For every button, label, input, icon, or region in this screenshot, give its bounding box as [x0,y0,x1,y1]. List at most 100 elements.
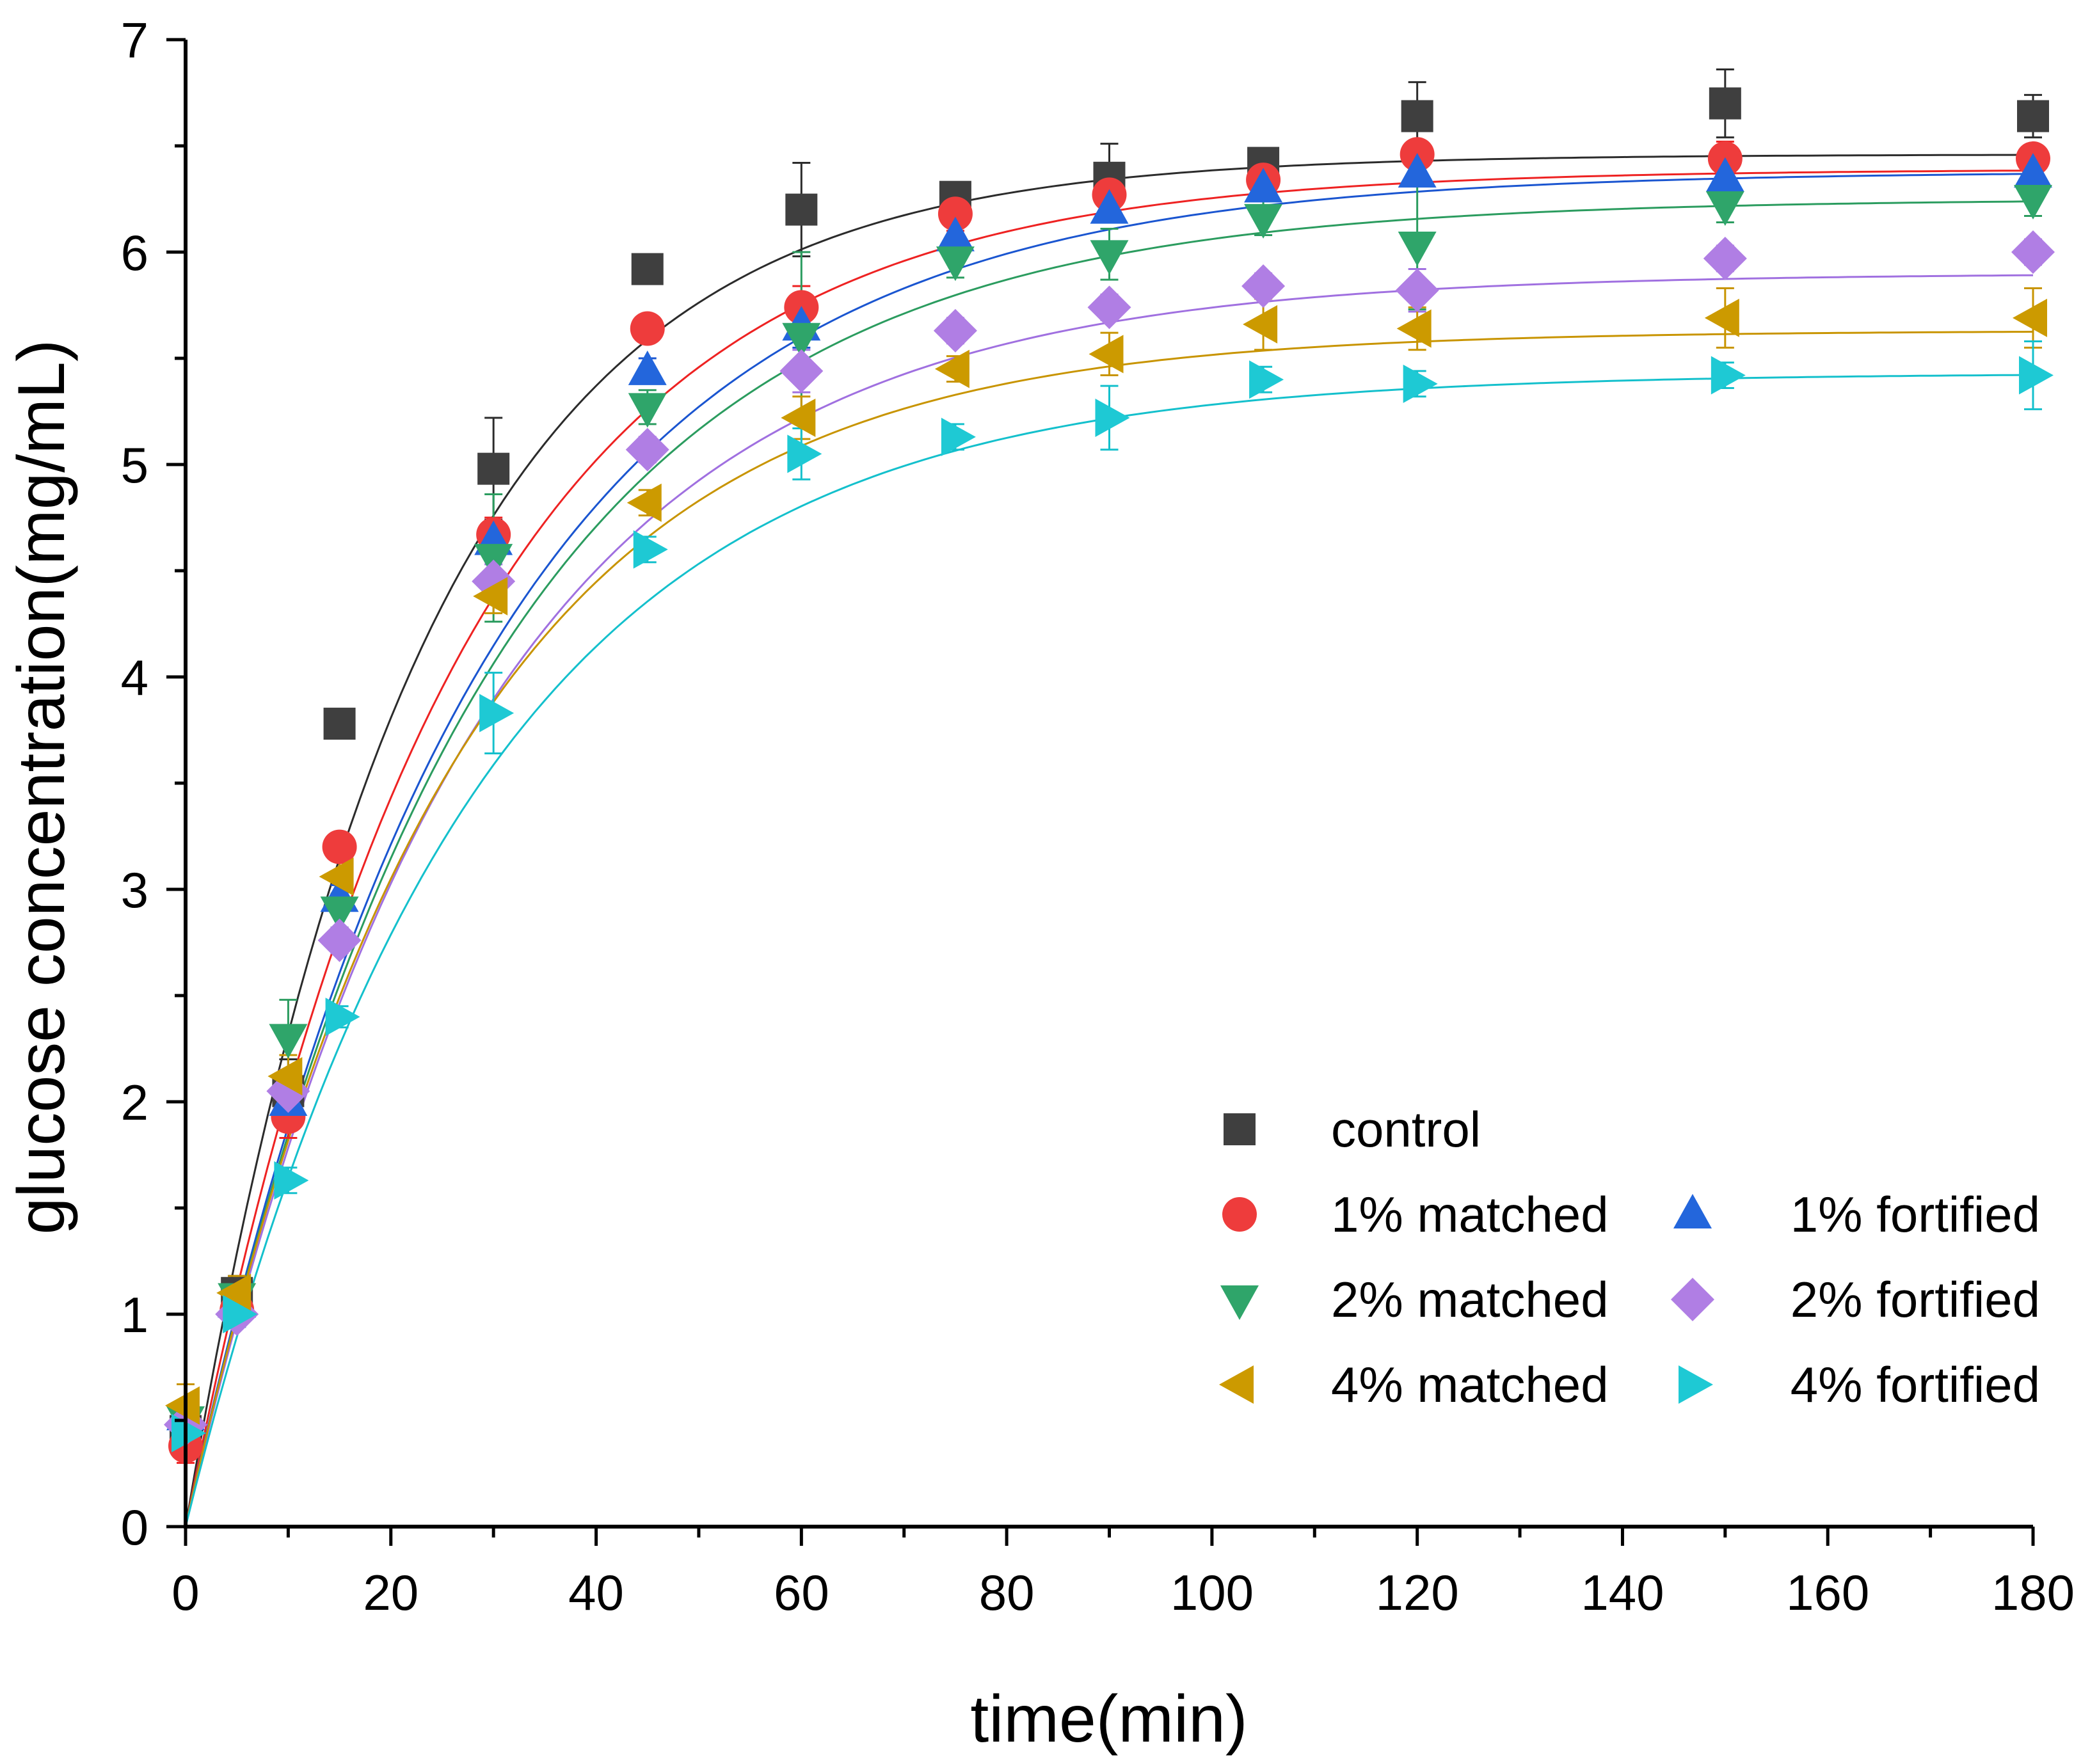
fit-curve-1pct-fortified [184,173,2034,1527]
data-point [933,308,977,353]
data-point [781,398,816,437]
data-point [630,311,665,346]
data-point [2014,185,2052,219]
data-point [1709,87,1741,120]
y-tick-label: 4 [121,649,148,706]
x-tick-label: 0 [172,1564,199,1621]
legend-marker-4pct-matched [1219,1365,1254,1404]
legend-marker-1pct-matched [1222,1197,1257,1232]
legend-label: 1% matched [1331,1186,1609,1243]
data-point [1243,305,1278,344]
data-point [1705,191,1744,226]
axes: 0 20 40 60 80 100 120 140 160 180 0 1 2 3 4 5 6 7 [121,12,2075,1621]
data-point [1244,203,1283,239]
data-point [1703,236,1747,280]
data-point [172,1413,206,1452]
legend-label: 4% matched [1331,1356,1609,1413]
data-point [1711,356,1746,395]
data-point [323,708,356,740]
data-point [473,576,508,616]
data-point [934,349,969,388]
data-point [937,196,973,232]
data-point [1090,240,1129,275]
x-tick-label: 140 [1581,1564,1664,1621]
legend-marker-2pct-fortified [1671,1278,1714,1321]
x-tick-label: 60 [774,1564,829,1621]
data-point [936,216,975,251]
data-point [1705,157,1744,192]
legend-label: 1% fortified [1791,1186,2040,1243]
data-point [626,483,662,522]
x-tick-label: 80 [979,1564,1035,1621]
y-tick-label: 0 [121,1499,148,1555]
data-point [628,350,667,385]
x-tick-label: 120 [1376,1564,1459,1621]
data-point [267,1057,303,1096]
data-point [1403,364,1438,403]
y-tick-label: 3 [121,862,148,918]
data-point [1241,264,1286,308]
data-point [936,246,975,282]
y-tick-label: 5 [121,437,148,493]
data-point [319,857,354,896]
data-point [320,896,359,932]
legend-label: control [1331,1101,1481,1157]
data-point [1087,285,1131,330]
data-point [787,434,822,473]
data-point [2011,230,2055,274]
data-point [625,427,669,472]
x-tick-label: 20 [363,1564,419,1621]
data-point [2019,356,2054,395]
legend-marker-control [1224,1113,1256,1145]
series-4pct-fortified [172,356,2054,1452]
data-point [274,1161,309,1200]
legend-label: 2% matched [1331,1271,1609,1328]
data-point [1249,360,1284,399]
data-point [1398,153,1437,188]
data-point [1401,100,1433,132]
data-point [782,322,821,358]
data-point [2013,298,2047,337]
x-tick-label: 160 [1786,1564,1869,1621]
x-tick-label: 40 [568,1564,624,1621]
legend-label: 2% fortified [1791,1271,2040,1328]
legend-marker-1pct-fortified [1673,1194,1712,1228]
data-point [2017,100,2049,132]
data-point [631,253,664,285]
legend-label: 4% fortified [1791,1356,2040,1413]
y-axis-title: glucose concentration(mg/mL) [4,340,79,1235]
legend-marker-4pct-fortified [1679,1365,1713,1404]
data-point [165,1386,200,1425]
data-point [1095,398,1130,437]
fit-curve-4pct-matched [184,331,2034,1527]
plot-area [164,68,2055,1527]
y-tick-label: 6 [121,225,148,281]
data-points [164,87,2055,1463]
data-point [322,829,357,864]
data-point [1090,189,1129,224]
data-point [1398,232,1437,267]
data-point [785,193,818,226]
x-ticks: 0 20 40 60 80 100 120 140 160 180 [172,1527,2075,1621]
data-point [317,918,362,962]
data-point [479,694,515,733]
fit-curve-4pct-fortified [184,374,2034,1527]
data-point [941,417,976,456]
x-tick-label: 100 [1170,1564,1254,1621]
legend: control 1% matched 2% matched 4% matched 1% … [1219,1101,2040,1413]
y-tick-label: 7 [121,12,148,68]
data-point [1244,168,1283,203]
data-point [1395,268,1439,312]
data-point [1396,309,1432,348]
data-point [325,997,360,1037]
y-ticks: 0 1 2 3 4 5 6 7 [121,12,186,1555]
legend-marker-2pct-matched [1220,1285,1259,1320]
fit-curve-2pct-fortified [184,274,2034,1527]
data-point [1704,298,1739,337]
data-point [779,349,824,393]
data-point [633,530,668,569]
series-4pct-matched [165,298,2047,1425]
data-point [216,1273,251,1312]
x-tick-label: 180 [1991,1564,2075,1621]
